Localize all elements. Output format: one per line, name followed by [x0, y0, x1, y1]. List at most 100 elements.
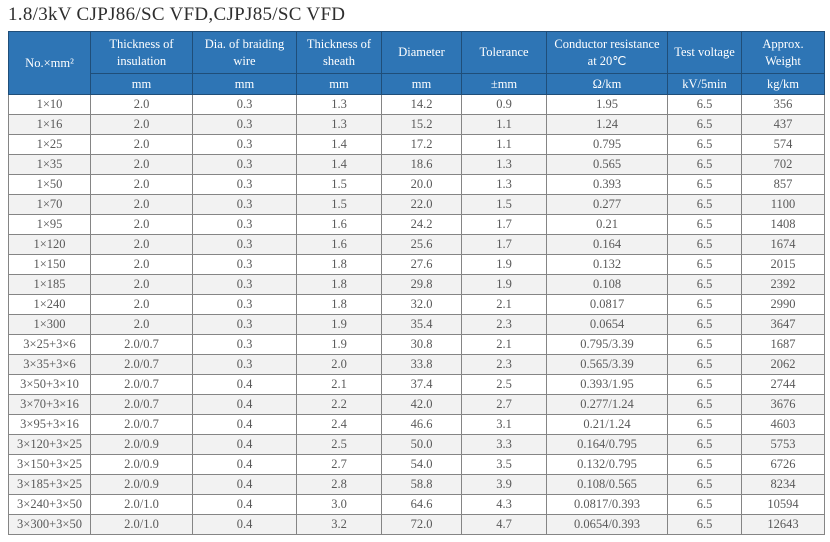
table-row: 1×70 2.0 0.3 1.5 22.0 1.5 0.277 6.5 1100	[8, 194, 825, 215]
table-cell: 1×35	[8, 154, 91, 175]
column-unit: mm	[381, 73, 462, 95]
table-row: 1×95 2.0 0.3 1.6 24.2 1.7 0.21 6.5 1408	[8, 214, 825, 235]
table-cell: 6.5	[667, 314, 742, 335]
column-header-sheath-thickness: Thickness of sheath	[296, 31, 382, 74]
table-cell: 0.132	[546, 254, 668, 275]
table-cell: 0.3	[192, 114, 297, 135]
table-cell: 0.0654	[546, 314, 668, 335]
table-cell: 3.9	[461, 474, 547, 495]
table-cell: 1674	[741, 234, 825, 255]
table-cell: 1.4	[296, 134, 382, 155]
table-cell: 6.5	[667, 454, 742, 475]
column-header-conductor-resistance: Conductor resistance at 20℃	[546, 31, 668, 74]
table-cell: 0.0654/0.393	[546, 514, 668, 535]
table-cell: 3×35+3×6	[8, 354, 91, 375]
column-header-diameter: Diameter	[381, 31, 462, 74]
table-cell: 1×70	[8, 194, 91, 215]
table-cell: 6.5	[667, 194, 742, 215]
table-cell: 3.5	[461, 454, 547, 475]
table-cell: 1.4	[296, 154, 382, 175]
table-cell: 1.9	[296, 334, 382, 355]
table-cell: 6.5	[667, 354, 742, 375]
table-cell: 6.5	[667, 134, 742, 155]
table-cell: 17.2	[381, 134, 462, 155]
table-row: 1×10 2.0 0.3 1.3 14.2 0.9 1.95 6.5 356	[8, 94, 825, 115]
table-cell: 1×10	[8, 94, 91, 115]
table-cell: 22.0	[381, 194, 462, 215]
spec-table: No.×mm² Thickness of insulation Dia. of …	[8, 31, 825, 535]
table-cell: 0.3	[192, 94, 297, 115]
table-cell: 4.7	[461, 514, 547, 535]
table-cell: 0.4	[192, 414, 297, 435]
table-cell: 0.132/0.795	[546, 454, 668, 475]
table-cell: 0.3	[192, 134, 297, 155]
table-cell: 2.0	[90, 134, 193, 155]
table-cell: 35.4	[381, 314, 462, 335]
table-cell: 2.0/0.7	[90, 354, 193, 375]
table-cell: 10594	[741, 494, 825, 515]
table-cell: 20.0	[381, 174, 462, 195]
header-row: No.×mm² Thickness of insulation Dia. of …	[8, 31, 825, 95]
table-cell: 4.3	[461, 494, 547, 515]
table-cell: 1100	[741, 194, 825, 215]
table-cell: 0.277/1.24	[546, 394, 668, 415]
column-header-test-voltage: Test voltage	[667, 31, 742, 74]
table-cell: 0.3	[192, 214, 297, 235]
table-header: No.×mm² Thickness of insulation Dia. of …	[8, 31, 825, 95]
table-cell: 0.4	[192, 374, 297, 395]
table-cell: 6.5	[667, 494, 742, 515]
table-cell: 0.3	[192, 274, 297, 295]
table-cell: 1.6	[296, 214, 382, 235]
table-cell: 64.6	[381, 494, 462, 515]
table-cell: 2.3	[461, 314, 547, 335]
table-cell: 0.277	[546, 194, 668, 215]
table-cell: 2.1	[461, 334, 547, 355]
table-row: 1×185 2.0 0.3 1.8 29.8 1.9 0.108 6.5 2392	[8, 274, 825, 295]
table-cell: 15.2	[381, 114, 462, 135]
table-cell: 2.5	[296, 434, 382, 455]
table-cell: 2.4	[296, 414, 382, 435]
table-cell: 1.24	[546, 114, 668, 135]
table-cell: 2.0/0.7	[90, 334, 193, 355]
table-cell: 2.0	[90, 114, 193, 135]
table-cell: 0.9	[461, 94, 547, 115]
table-cell: 0.108	[546, 274, 668, 295]
table-cell: 0.3	[192, 354, 297, 375]
table-cell: 2.0	[90, 234, 193, 255]
table-cell: 12643	[741, 514, 825, 535]
table-cell: 6.5	[667, 174, 742, 195]
table-row: 1×300 2.0 0.3 1.9 35.4 2.3 0.0654 6.5 3647	[8, 314, 825, 335]
table-cell: 2.0	[90, 274, 193, 295]
table-cell: 1.95	[546, 94, 668, 115]
table-cell: 3647	[741, 314, 825, 335]
table-cell: 0.393	[546, 174, 668, 195]
table-row: 1×16 2.0 0.3 1.3 15.2 1.1 1.24 6.5 437	[8, 114, 825, 135]
table-cell: 2.7	[461, 394, 547, 415]
table-cell: 0.3	[192, 234, 297, 255]
table-cell: 0.565/3.39	[546, 354, 668, 375]
table-row: 3×35+3×6 2.0/0.7 0.3 2.0 33.8 2.3 0.565/3.39 6.…	[8, 354, 825, 375]
table-cell: 6.5	[667, 154, 742, 175]
table-cell: 37.4	[381, 374, 462, 395]
table-cell: 0.3	[192, 194, 297, 215]
table-cell: 2.0/1.0	[90, 514, 193, 535]
table-cell: 1.5	[461, 194, 547, 215]
table-cell: 0.4	[192, 454, 297, 475]
table-cell: 2.5	[461, 374, 547, 395]
table-cell: 1×120	[8, 234, 91, 255]
table-cell: 437	[741, 114, 825, 135]
table-row: 3×25+3×6 2.0/0.7 0.3 1.9 30.8 2.1 0.795/3.39 6.…	[8, 334, 825, 355]
column-header-tolerance: Tolerance	[461, 31, 547, 74]
table-body: 1×10 2.0 0.3 1.3 14.2 0.9 1.95 6.5 356 1×16 2.0 0.3…	[8, 94, 825, 535]
table-cell: 2.7	[296, 454, 382, 475]
table-cell: 1.8	[296, 254, 382, 275]
table-row: 3×185+3×25 2.0/0.9 0.4 2.8 58.8 3.9 0.108/0.56…	[8, 474, 825, 495]
table-cell: 1.9	[461, 254, 547, 275]
table-cell: 18.6	[381, 154, 462, 175]
table-cell: 1.7	[461, 234, 547, 255]
table-cell: 2.0	[90, 94, 193, 115]
table-cell: 46.6	[381, 414, 462, 435]
table-cell: 2.3	[461, 354, 547, 375]
table-row: 1×150 2.0 0.3 1.8 27.6 1.9 0.132 6.5 2015	[8, 254, 825, 275]
table-cell: 2062	[741, 354, 825, 375]
